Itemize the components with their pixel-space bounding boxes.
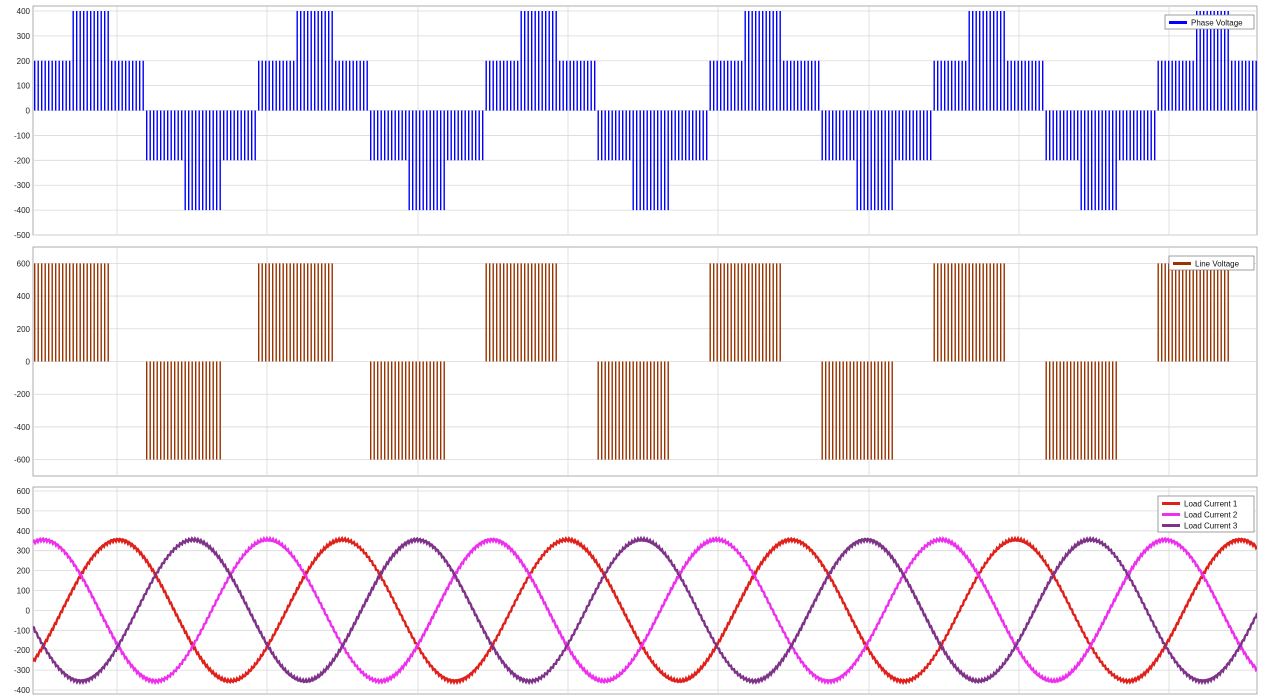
legend-label: Load Current 3	[1184, 522, 1238, 531]
y-tick-label: -100	[14, 626, 31, 635]
chart-panel-1: 400 300 200 100 0 -100 -200 -300 -400 -500 Phase V…	[14, 5, 1258, 240]
legend: Load Current 1 Load Current 2 Load Current…	[1157, 495, 1255, 533]
y-tick-label: -100	[14, 131, 31, 140]
y-tick-label: 600	[17, 259, 31, 268]
y-tick-label: -400	[14, 686, 31, 695]
y-tick-label: 200	[17, 325, 31, 334]
legend-label: Load Current 1	[1184, 500, 1238, 509]
y-tick-label: 400	[17, 292, 31, 301]
legend-label: Line Voltage	[1195, 260, 1240, 269]
y-tick-label: -400	[14, 206, 31, 215]
series-line-3	[33, 535, 1257, 686]
y-tick-label: 0	[26, 107, 31, 116]
legend: Line Voltage	[1168, 255, 1255, 271]
chart-panel-2: 600 400 200 0 -200 -400 -600 Line Voltage	[14, 246, 1258, 477]
y-tick-label: -200	[14, 646, 31, 655]
legend-label: Load Current 2	[1184, 511, 1238, 520]
y-tick-label: 200	[17, 567, 31, 576]
chart-panel-3: 600 500 400 300 200 100 0 -100 -200 -300 -400 Load …	[14, 486, 1258, 695]
legend-box	[1164, 14, 1255, 30]
y-tick-label: -200	[14, 390, 31, 399]
y-tick-label: -600	[14, 456, 31, 465]
y-tick-label: -300	[14, 666, 31, 675]
series-line-2	[33, 535, 1257, 686]
series-line-1	[34, 11, 1257, 211]
y-tick-label: 200	[17, 57, 31, 66]
y-tick-label: 400	[17, 527, 31, 536]
y-tick-label: 100	[17, 587, 31, 596]
y-tick-label: -500	[14, 231, 31, 240]
y-tick-label: 0	[26, 358, 31, 367]
y-tick-label: 300	[17, 547, 31, 556]
y-tick-label: -400	[14, 423, 31, 432]
y-tick-label: 600	[17, 487, 31, 496]
y-tick-label: 100	[17, 82, 31, 91]
y-tick-label: -200	[14, 156, 31, 165]
y-tick-label: 0	[26, 606, 31, 615]
y-tick-label: -300	[14, 181, 31, 190]
legend: Phase Voltage	[1164, 14, 1255, 30]
y-tick-label: 500	[17, 507, 31, 516]
legend-box	[1168, 255, 1255, 271]
y-tick-label: 400	[17, 7, 31, 16]
legend-label: Phase Voltage	[1191, 19, 1243, 28]
y-tick-label: 300	[17, 32, 31, 41]
